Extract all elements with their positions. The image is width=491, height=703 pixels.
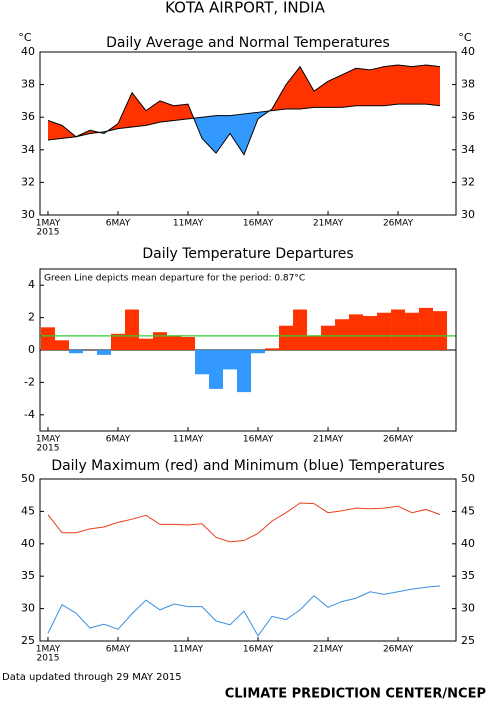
departure-bar xyxy=(265,348,280,350)
y-tick-label: 36 xyxy=(21,110,35,123)
departure-bar xyxy=(279,325,294,350)
plot-frame xyxy=(39,268,457,432)
y2-tick-label: 30 xyxy=(461,602,475,615)
departure-bar xyxy=(349,314,364,350)
annotation: Green Line depicts mean departure for th… xyxy=(44,274,305,284)
x-tick-label: 6MAY xyxy=(106,435,131,445)
panel-title: Daily Average and Normal Temperatures xyxy=(106,35,390,51)
x-tick-label: 11MAY xyxy=(173,219,204,229)
departure-bar xyxy=(96,350,111,355)
x-tick-label: 16MAY xyxy=(243,219,274,229)
y2-tick-label: 45 xyxy=(461,504,475,517)
y2-tick-label: 30 xyxy=(461,208,475,221)
x-tick-label: 1MAY xyxy=(36,645,61,655)
y-tick-label: 35 xyxy=(21,569,35,582)
y-tick-label: 30 xyxy=(21,602,35,615)
x-tick-label: 1MAY xyxy=(36,435,61,445)
y-tick-label: 45 xyxy=(21,504,35,517)
departure-bar xyxy=(405,312,420,350)
plot-frame xyxy=(39,51,457,216)
y2-tick-label: 25 xyxy=(461,634,475,647)
footer-credit: CLIMATE PREDICTION CENTER/NCEP xyxy=(225,687,486,702)
temperature-line xyxy=(47,502,441,543)
y-tick-label: 38 xyxy=(21,78,35,91)
departure-bar xyxy=(110,333,125,350)
departure-bar xyxy=(391,309,406,350)
y2-tick-label: 40 xyxy=(461,45,475,58)
departure-bar xyxy=(419,307,434,350)
y-tick-label: 50 xyxy=(21,472,35,485)
y2-tick-label: 35 xyxy=(461,569,475,582)
panel-title: Daily Temperature Departures xyxy=(142,246,353,262)
above-normal-area xyxy=(47,65,441,141)
departure-bar xyxy=(68,350,83,354)
departure-bar xyxy=(237,350,252,393)
departure-bar xyxy=(54,340,69,350)
departure-bar xyxy=(181,337,196,350)
y-tick-label: 40 xyxy=(21,45,35,58)
y2-tick-label: 32 xyxy=(461,175,475,188)
y-tick-label: 40 xyxy=(21,537,35,550)
x-tick-label: 6MAY xyxy=(106,219,131,229)
x-year-label: 2015 xyxy=(37,228,60,238)
x-tick-label: 11MAY xyxy=(173,435,204,445)
departure-bar xyxy=(307,335,322,350)
x-tick-label: 1MAY xyxy=(36,219,61,229)
departure-bar xyxy=(124,309,139,350)
x-tick-label: 26MAY xyxy=(383,435,414,445)
x-year-label: 2015 xyxy=(37,654,60,664)
y2-tick-label: 50 xyxy=(461,472,475,485)
departure-bar xyxy=(335,319,350,350)
y2-tick-label: 38 xyxy=(461,78,475,91)
x-tick-label: 21MAY xyxy=(313,219,344,229)
y2-tick-label: 36 xyxy=(461,110,475,123)
departure-bar xyxy=(195,350,210,375)
average-line xyxy=(47,64,441,156)
departure-bar xyxy=(209,350,224,389)
y-tick-label: 4 xyxy=(28,278,35,291)
y2-tick-label: 40 xyxy=(461,537,475,550)
x-tick-label: 6MAY xyxy=(106,645,131,655)
x-tick-label: 11MAY xyxy=(173,645,204,655)
plot-frame xyxy=(39,478,457,642)
departure-bar xyxy=(40,327,55,350)
departure-bar xyxy=(433,311,448,350)
y-tick-label: 2 xyxy=(28,311,35,324)
y-tick-label: 32 xyxy=(21,175,35,188)
temperature-line xyxy=(47,585,441,637)
departure-bar xyxy=(251,350,266,354)
departure-bar xyxy=(363,315,378,350)
departure-bar xyxy=(138,338,153,350)
y-tick-label: -2 xyxy=(24,375,35,388)
y-tick-label: 34 xyxy=(21,143,35,156)
normal-line xyxy=(47,103,441,141)
x-tick-label: 16MAY xyxy=(243,435,274,445)
departure-bar xyxy=(166,335,182,350)
x-tick-label: 16MAY xyxy=(243,645,274,655)
y2-tick-label: 34 xyxy=(461,143,475,156)
y2-unit: °C xyxy=(458,31,472,44)
departure-bar xyxy=(223,350,238,370)
y-unit: °C xyxy=(18,31,32,44)
departure-bar xyxy=(152,332,167,350)
y-tick-label: 25 xyxy=(21,634,35,647)
x-tick-label: 21MAY xyxy=(313,435,344,445)
y-tick-label: -4 xyxy=(24,408,35,421)
page-title: KOTA AIRPORT, INDIA xyxy=(165,0,325,17)
departure-bar xyxy=(377,312,392,350)
x-year-label: 2015 xyxy=(37,444,60,454)
y-tick-label: 30 xyxy=(21,208,35,221)
departure-bar xyxy=(293,309,308,350)
footer-note: Data updated through 29 MAY 2015 xyxy=(2,672,182,683)
panel-title: Daily Maximum (red) and Minimum (blue) T… xyxy=(51,458,444,474)
x-tick-label: 26MAY xyxy=(383,219,414,229)
y-tick-label: 0 xyxy=(28,343,35,356)
departure-bar xyxy=(321,325,336,350)
x-tick-label: 21MAY xyxy=(313,645,344,655)
x-tick-label: 26MAY xyxy=(383,645,414,655)
